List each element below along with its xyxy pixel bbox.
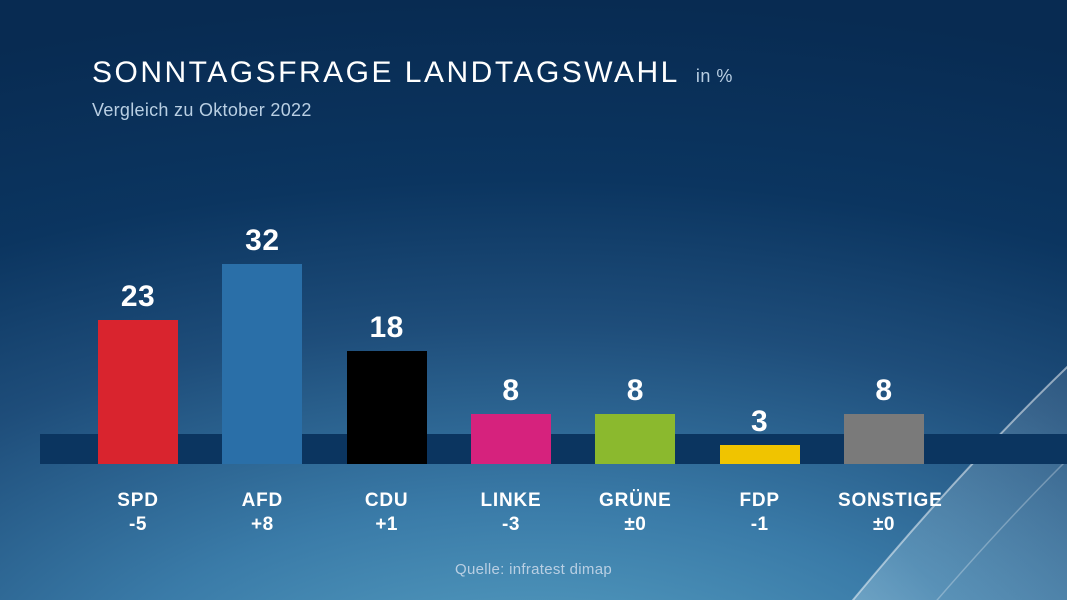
party-label: AFD (216, 490, 308, 512)
label-slot: LINKE-3 (465, 490, 557, 536)
change-label: ±0 (589, 514, 681, 536)
bar-slot: 8 (589, 374, 681, 464)
change-label: +1 (341, 514, 433, 536)
party-label: SPD (92, 490, 184, 512)
chart-unit: in % (696, 66, 733, 87)
chart-labels: SPD-5AFD+8CDU+1LINKE-3GRÜNE±0FDP-1SONSTI… (92, 490, 930, 536)
change-label: ±0 (838, 514, 930, 536)
bar-value-label: 8 (875, 374, 892, 408)
bar-slot: 32 (216, 224, 308, 464)
change-label: +8 (216, 514, 308, 536)
bar-slot: 3 (714, 405, 806, 464)
party-label: SONSTIGE (838, 490, 930, 512)
bar (595, 414, 675, 464)
bar (347, 351, 427, 464)
bar-slot: 23 (92, 280, 184, 464)
chart-title: SONNTAGSFRAGE LANDTAGSWAHL (92, 56, 680, 90)
bar-value-label: 8 (502, 374, 519, 408)
label-slot: FDP-1 (714, 490, 806, 536)
party-label: GRÜNE (589, 490, 681, 512)
party-label: CDU (341, 490, 433, 512)
bar-value-label: 3 (751, 405, 768, 439)
label-slot: AFD+8 (216, 490, 308, 536)
bar-value-label: 32 (245, 224, 279, 258)
bar-value-label: 18 (369, 311, 403, 345)
chart-area: 23 32 18 8 8 3 8 (92, 224, 930, 464)
bar-slot: 8 (838, 374, 930, 464)
bar-slot: 18 (341, 311, 433, 464)
bar-value-label: 8 (627, 374, 644, 408)
bar-slot: 8 (465, 374, 557, 464)
chart-source: Quelle: infratest dimap (0, 561, 1067, 578)
bar (844, 414, 924, 464)
bar (98, 320, 178, 464)
bar-value-label: 23 (121, 280, 155, 314)
chart-subtitle: Vergleich zu Oktober 2022 (92, 100, 733, 121)
change-label: -3 (465, 514, 557, 536)
label-slot: CDU+1 (341, 490, 433, 536)
change-label: -1 (714, 514, 806, 536)
label-slot: SPD-5 (92, 490, 184, 536)
party-label: LINKE (465, 490, 557, 512)
label-slot: SONSTIGE±0 (838, 490, 930, 536)
bar (222, 264, 302, 464)
label-slot: GRÜNE±0 (589, 490, 681, 536)
change-label: -5 (92, 514, 184, 536)
bar (471, 414, 551, 464)
chart-header: SONNTAGSFRAGE LANDTAGSWAHL in % Vergleic… (92, 56, 733, 121)
bar (720, 445, 800, 464)
party-label: FDP (714, 490, 806, 512)
